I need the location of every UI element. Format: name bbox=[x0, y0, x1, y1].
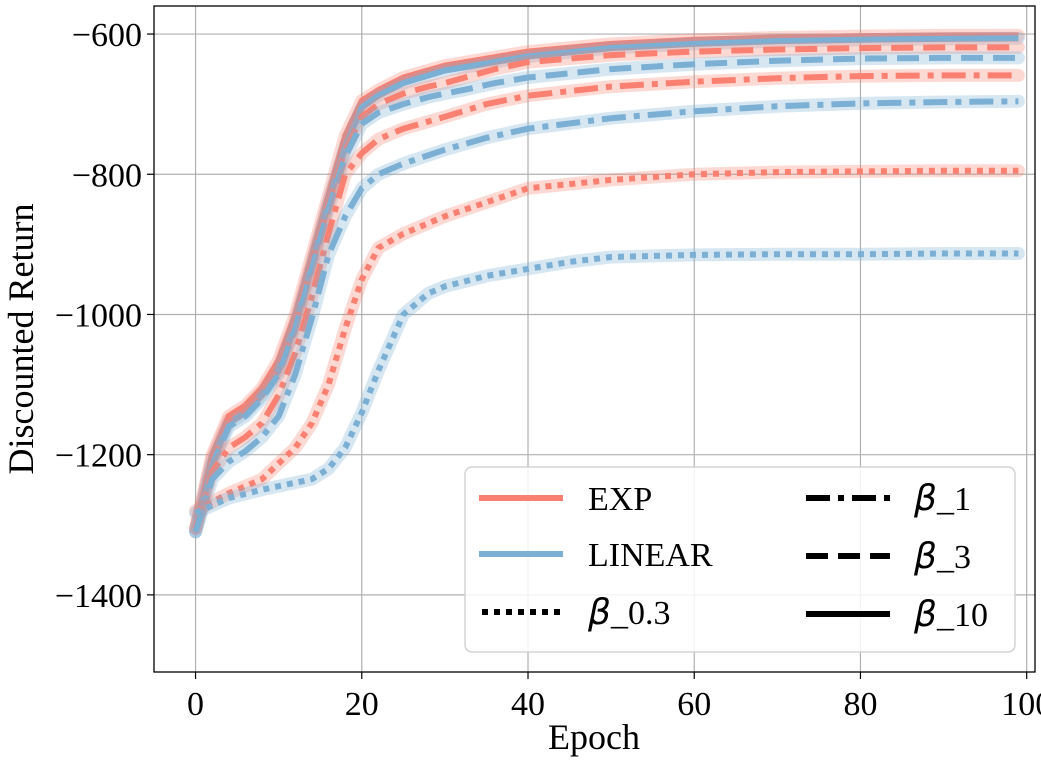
series-layer bbox=[189, 28, 1025, 539]
series-line-linear-dashed bbox=[192, 54, 1019, 533]
y-tick-label: −1200 bbox=[55, 438, 142, 475]
x-tick-label: 40 bbox=[511, 686, 545, 723]
y-tick-label: −800 bbox=[72, 157, 142, 194]
y-tick-label: −1400 bbox=[55, 578, 142, 615]
legend-frame bbox=[464, 466, 1016, 653]
y-axis: −600 −800 −1000 −1200 −1400 bbox=[55, 17, 154, 615]
series-line-linear-dashdot bbox=[192, 98, 1019, 533]
legend-label-beta-1: β_1 bbox=[913, 478, 971, 519]
legend-label-beta-10: β_10 bbox=[913, 594, 988, 635]
series-line-exp-dashed bbox=[192, 44, 1019, 529]
x-tick-label: 20 bbox=[345, 686, 379, 723]
plot-frame bbox=[153, 5, 1036, 673]
legend-beta-0-3-suffix: _0.3 bbox=[610, 595, 671, 632]
legend-beta-3-suffix: _3 bbox=[936, 539, 971, 576]
legend-beta-1-symbol: β bbox=[913, 478, 937, 519]
series-line-exp-dotted bbox=[194, 167, 1019, 514]
y-tick-label: −600 bbox=[72, 17, 142, 54]
legend: EXP LINEAR β_0.3 β_1 β_3 β_10 bbox=[464, 466, 1016, 653]
x-tick-label: 80 bbox=[843, 686, 877, 723]
x-tick-label: 0 bbox=[187, 686, 204, 723]
legend-beta-10-suffix: _10 bbox=[936, 597, 988, 634]
legend-beta-1-suffix: _1 bbox=[936, 481, 971, 518]
legend-beta-10-symbol: β bbox=[913, 594, 937, 635]
series-line-linear-dotted bbox=[194, 250, 1019, 516]
legend-label-beta-0-3: β_0.3 bbox=[587, 592, 670, 633]
series-line-exp-dashdot bbox=[192, 72, 1019, 530]
legend-label-beta-3: β_3 bbox=[913, 536, 971, 577]
x-axis-label: Epoch bbox=[548, 717, 640, 757]
y-tick-label: −1000 bbox=[55, 297, 142, 334]
x-tick-label: 100 bbox=[1001, 686, 1041, 723]
x-tick-label: 60 bbox=[677, 686, 711, 723]
legend-beta-0-3-symbol: β bbox=[587, 592, 611, 633]
y-axis-label: Discounted Return bbox=[1, 204, 41, 475]
x-axis: 0 20 40 60 80 100 bbox=[187, 672, 1041, 723]
legend-label-exp: EXP bbox=[588, 481, 652, 518]
legend-beta-3-symbol: β bbox=[913, 536, 937, 577]
legend-label-linear: LINEAR bbox=[588, 537, 713, 574]
